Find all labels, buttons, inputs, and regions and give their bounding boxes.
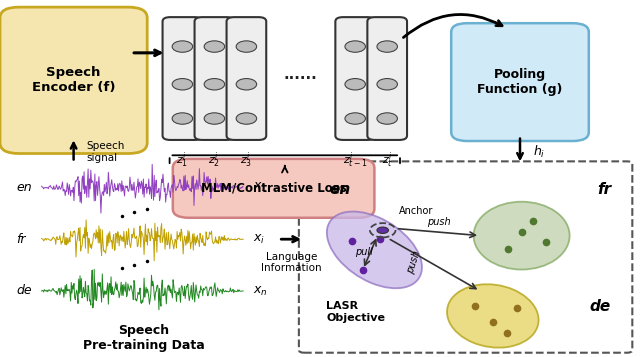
Text: ......: ......	[284, 67, 317, 82]
Text: fr: fr	[597, 182, 611, 197]
FancyBboxPatch shape	[299, 161, 632, 353]
Ellipse shape	[474, 202, 570, 270]
Circle shape	[172, 41, 193, 52]
Text: $z_{t-1}^i$: $z_{t-1}^i$	[343, 150, 367, 170]
Circle shape	[204, 113, 225, 124]
Text: $h_i$: $h_i$	[532, 144, 545, 160]
Text: de: de	[590, 299, 611, 314]
Text: pull: pull	[355, 247, 372, 257]
FancyBboxPatch shape	[451, 23, 589, 141]
Circle shape	[377, 113, 397, 124]
Text: fr: fr	[16, 233, 26, 246]
Circle shape	[345, 113, 365, 124]
Text: push: push	[427, 217, 450, 227]
Text: push: push	[405, 250, 422, 275]
Text: Speech
Encoder (f): Speech Encoder (f)	[32, 66, 115, 94]
Circle shape	[236, 79, 257, 90]
Text: $x_n$: $x_n$	[253, 285, 268, 297]
Text: en: en	[16, 181, 31, 194]
Circle shape	[204, 41, 225, 52]
Ellipse shape	[327, 212, 422, 288]
FancyBboxPatch shape	[163, 17, 202, 140]
Text: en: en	[330, 182, 351, 197]
Circle shape	[345, 41, 365, 52]
Text: $z_1^i$: $z_1^i$	[177, 150, 188, 170]
Text: de: de	[16, 285, 31, 297]
Ellipse shape	[447, 284, 539, 348]
Text: Anchor: Anchor	[399, 206, 433, 216]
Circle shape	[377, 41, 397, 52]
Circle shape	[236, 41, 257, 52]
Circle shape	[377, 79, 397, 90]
FancyBboxPatch shape	[0, 7, 147, 154]
Circle shape	[345, 79, 365, 90]
FancyBboxPatch shape	[195, 17, 234, 140]
Text: Speech
signal: Speech signal	[86, 141, 125, 162]
Text: Pooling
Function (g): Pooling Function (g)	[477, 68, 563, 96]
Circle shape	[377, 227, 388, 233]
FancyBboxPatch shape	[335, 17, 375, 140]
Circle shape	[236, 113, 257, 124]
FancyBboxPatch shape	[227, 17, 266, 140]
Text: $z_3^i$: $z_3^i$	[241, 150, 252, 170]
Circle shape	[204, 79, 225, 90]
FancyBboxPatch shape	[367, 17, 407, 140]
Circle shape	[172, 79, 193, 90]
Text: $x_1$: $x_1$	[253, 181, 268, 194]
Text: LASR
Objective: LASR Objective	[326, 301, 385, 323]
Text: $z_2^i$: $z_2^i$	[209, 150, 220, 170]
Circle shape	[172, 113, 193, 124]
Text: Language
Information: Language Information	[261, 252, 321, 273]
Text: $x_i$: $x_i$	[253, 233, 265, 246]
Text: $z_t^i$: $z_t^i$	[381, 150, 393, 170]
Text: Speech
Pre-training Data: Speech Pre-training Data	[83, 324, 205, 352]
FancyBboxPatch shape	[173, 159, 374, 218]
Text: MLM/Contrastive Loss: MLM/Contrastive Loss	[201, 182, 346, 195]
